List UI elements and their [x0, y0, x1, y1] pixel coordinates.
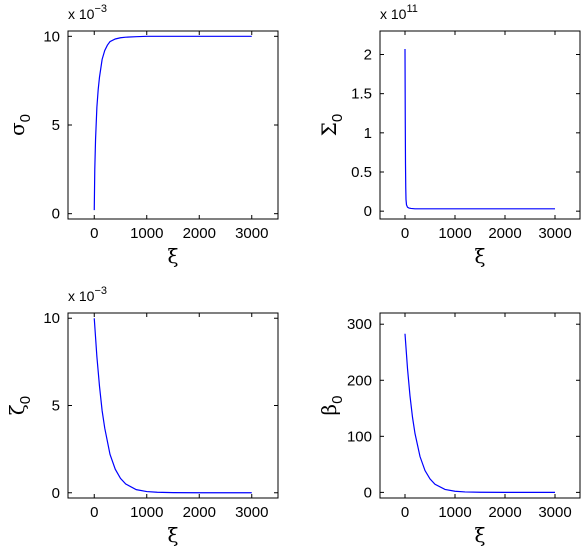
y-tick-label-beta: 300: [347, 316, 372, 333]
axes-frame-sigma: [67, 30, 279, 220]
series-line-Sigma: [404, 49, 555, 210]
x-axis-label-sigma: ξ: [167, 244, 178, 268]
x-tick-label-zeta: 0: [90, 504, 98, 521]
y-tick-label-zeta: 10: [43, 310, 60, 327]
x-tick-label-Sigma: 2000: [488, 225, 521, 242]
series-line-zeta: [93, 318, 252, 494]
x-tick-label-sigma: 0: [90, 225, 98, 242]
x-tick-label-zeta: 3000: [235, 504, 268, 521]
x-tick-label-zeta: 2000: [183, 504, 216, 521]
x-axis-label-zeta: ξ: [167, 523, 178, 547]
x-tick-label-Sigma: 0: [401, 225, 409, 242]
y-axis-label-Sigma: Σ0: [317, 114, 346, 136]
x-axis-label-Sigma: ξ: [474, 244, 485, 268]
x-tick-label-sigma: 2000: [183, 225, 216, 242]
y-tick-label-beta: 100: [347, 428, 372, 445]
series-line-beta: [404, 333, 555, 493]
series-line-sigma: [93, 35, 252, 211]
panel-beta: 0 1000 2000 3000 0 100 200 300 ξ β0: [317, 312, 581, 547]
y-axis-label-sigma: σ0: [5, 114, 34, 136]
x-tick-label-zeta: 1000: [130, 504, 163, 521]
y-tick-label-Sigma: 1.5: [351, 86, 372, 103]
y-tick-label-Sigma: 0.5: [351, 164, 372, 181]
exponent-multiplier-Sigma: x 1011: [380, 3, 418, 22]
y-axis-label-beta: β0: [317, 396, 346, 416]
exponent-multiplier-sigma: x 10−3: [68, 3, 107, 22]
y-tick-label-sigma: 0: [52, 206, 60, 223]
x-axis-label-beta: ξ: [474, 523, 485, 547]
x-tick-label-sigma: 3000: [235, 225, 268, 242]
y-tick-label-zeta: 5: [52, 398, 60, 415]
x-tick-label-Sigma: 3000: [538, 225, 571, 242]
x-tick-label-sigma: 1000: [130, 225, 163, 242]
y-tick-label-Sigma: 0: [364, 203, 372, 220]
y-tick-label-zeta: 0: [52, 485, 60, 502]
y-tick-label-sigma: 5: [52, 117, 60, 134]
y-tick-label-Sigma: 2: [364, 47, 372, 64]
axes-frame-zeta: [67, 312, 279, 499]
x-tick-label-Sigma: 1000: [438, 225, 471, 242]
y-tick-label-beta: 0: [364, 484, 372, 501]
x-tick-label-beta: 0: [401, 504, 409, 521]
x-tick-label-beta: 3000: [538, 504, 571, 521]
x-tick-label-beta: 2000: [488, 504, 521, 521]
panel-Sigma: 0 1000 2000 3000 0 0.5 1 1.5 2 ξ Σ0 x 1011: [317, 3, 581, 268]
y-axis-label-zeta: ζ0: [5, 396, 34, 415]
axes-frame-beta: [379, 312, 581, 499]
y-tick-label-beta: 200: [347, 372, 372, 389]
y-tick-label-Sigma: 1: [364, 125, 372, 142]
exponent-multiplier-zeta: x 10−3: [68, 285, 107, 304]
panel-sigma: 0 1000 2000 3000 0 5 10 ξ σ0 x 10−3: [5, 3, 279, 268]
y-tick-label-sigma: 10: [43, 28, 60, 45]
axes-frame-Sigma: [379, 30, 581, 220]
x-tick-label-beta: 1000: [438, 504, 471, 521]
panel-zeta: 0 1000 2000 3000 0 5 10 ξ ζ0 x 10−3: [5, 285, 279, 547]
